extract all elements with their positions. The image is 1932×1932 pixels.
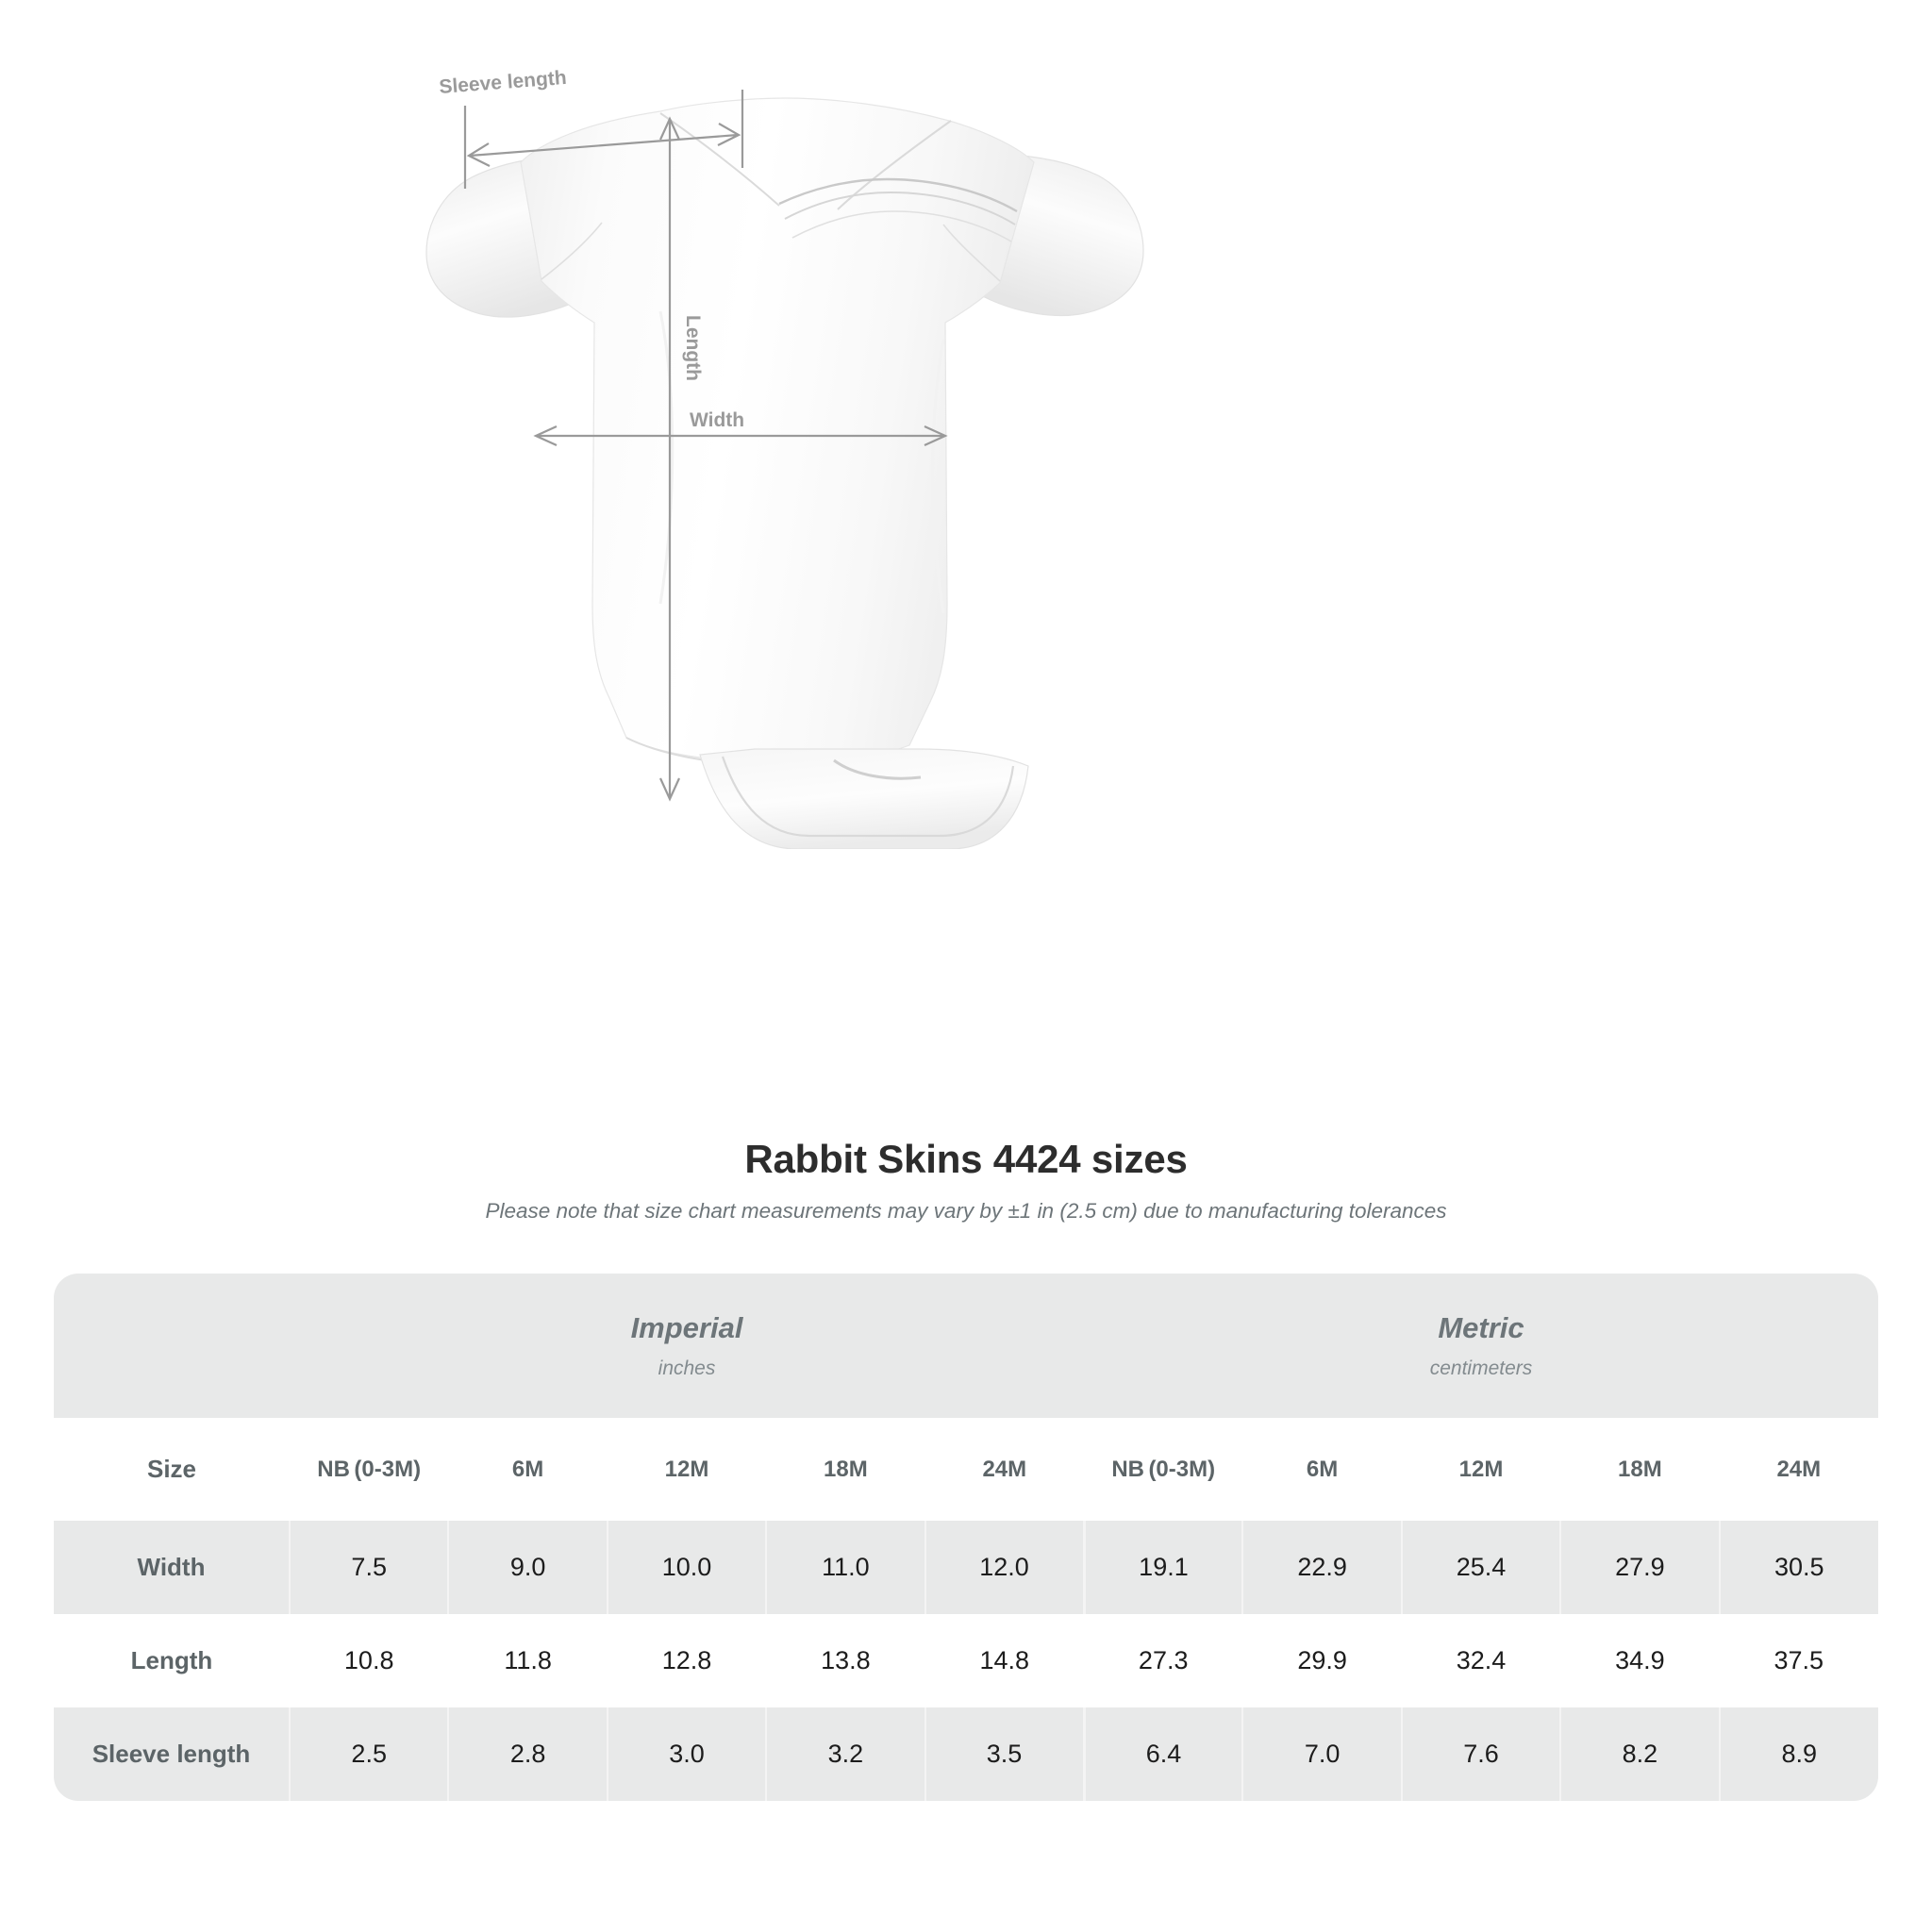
row-label-cell: Length (54, 1614, 290, 1707)
unit-group-imperial-name: Imperial (630, 1310, 743, 1344)
table-cell: 7.6 (1400, 1707, 1561, 1801)
left-raglan-seam (659, 112, 780, 207)
table-cell: 37.5 (1719, 1614, 1878, 1707)
right-raglan-seam (837, 120, 952, 210)
table-cell: 27.3 (1084, 1614, 1243, 1707)
unit-group-metric-name: Metric (1438, 1310, 1524, 1344)
row-label-cell: Width (54, 1521, 290, 1614)
column-header-cell: 12M (607, 1418, 767, 1521)
unit-group-imperial: Imperial inches (290, 1274, 1085, 1418)
snap-fold (833, 758, 922, 780)
table-cell: 11.0 (765, 1521, 925, 1614)
unit-group-metric-sub: centimeters (1429, 1357, 1533, 1380)
table-row: Length 10.8 11.8 12.8 13.8 14.8 27.3 29.… (54, 1614, 1878, 1707)
length-label: Length (682, 315, 704, 381)
table-cell: 9.0 (447, 1521, 608, 1614)
width-arrowhead-left (533, 425, 558, 447)
width-arrowhead-right (924, 425, 948, 447)
sleeve-dimension-line (469, 133, 739, 158)
unit-spacer-cell (54, 1274, 290, 1418)
title-block: Rabbit Skins 4424 sizes Please note that… (0, 1137, 1932, 1224)
snap-placket-edge (721, 756, 1015, 838)
width-label: Width (690, 409, 744, 431)
column-header-cell: 6M (448, 1418, 608, 1521)
table-cell: 8.9 (1718, 1707, 1878, 1801)
table-cell: 7.0 (1241, 1707, 1402, 1801)
table-cell: 34.9 (1560, 1614, 1720, 1707)
torso (520, 97, 1035, 761)
table-cell: 12.0 (924, 1521, 1085, 1614)
unit-group-imperial-sub: inches (658, 1357, 716, 1380)
table-cell: 6.4 (1082, 1707, 1243, 1801)
length-arrowhead-top (658, 116, 681, 141)
column-header-cell: NB (0-3M) (1084, 1418, 1243, 1521)
table-row: Sleeve length 2.5 2.8 3.0 3.2 3.5 6.4 7.… (54, 1707, 1878, 1801)
row-label-cell: Sleeve length (54, 1707, 290, 1801)
table-cell: 32.4 (1401, 1614, 1561, 1707)
garment-illustration: Sleeve length Length Width (0, 0, 1932, 849)
crotch-snap-panel (699, 748, 1029, 849)
unit-group-row: Imperial inches Metric centimeters (54, 1274, 1878, 1418)
table-cell: 19.1 (1082, 1521, 1243, 1614)
table-cell: 11.8 (448, 1614, 608, 1707)
table-cell: 3.5 (924, 1707, 1085, 1801)
tolerance-note: Please note that size chart measurements… (485, 1199, 1447, 1223)
column-header-cell: 18M (1560, 1418, 1720, 1521)
size-row-label: Size (54, 1418, 290, 1521)
column-header-cell: 6M (1242, 1418, 1402, 1521)
table-cell: 3.2 (765, 1707, 925, 1801)
sleeve-length-label: Sleeve length (439, 67, 568, 98)
table-cell: 22.9 (1241, 1521, 1402, 1614)
table-cell: 10.8 (290, 1614, 449, 1707)
neck-rib-outer (778, 177, 1018, 213)
size-chart-table-container: Imperial inches Metric centimeters Size … (54, 1274, 1878, 1801)
table-cell: 27.9 (1559, 1521, 1720, 1614)
unit-group-metric: Metric centimeters (1084, 1274, 1878, 1418)
page-title: Rabbit Skins 4424 sizes (744, 1137, 1188, 1181)
table-cell: 13.8 (766, 1614, 925, 1707)
table-cell: 2.8 (447, 1707, 608, 1801)
table-cell: 12.8 (607, 1614, 767, 1707)
neck-rib-inner (784, 191, 1016, 225)
fold-hint-right (931, 339, 945, 614)
table-cell: 2.5 (288, 1707, 449, 1801)
table-cell: 10.0 (606, 1521, 767, 1614)
table-row: Width 7.5 9.0 10.0 11.0 12.0 19.1 22.9 2… (54, 1521, 1878, 1614)
table-cell: 30.5 (1718, 1521, 1878, 1614)
table-cell: 14.8 (924, 1614, 1085, 1707)
table-cell: 25.4 (1400, 1521, 1561, 1614)
table-cell: 8.2 (1559, 1707, 1720, 1801)
sleeve-arrowhead-left (466, 142, 491, 167)
table-cell: 7.5 (288, 1521, 449, 1614)
bodysuit-shape (425, 97, 1144, 849)
length-arrowhead-bottom (658, 777, 681, 802)
column-header-cell: NB (0-3M) (290, 1418, 449, 1521)
measurement-annotations (463, 90, 948, 802)
fold-hint-left (658, 310, 675, 605)
table-cell: 29.9 (1242, 1614, 1402, 1707)
size-chart-table: Imperial inches Metric centimeters Size … (54, 1274, 1878, 1801)
column-header-cell: 18M (766, 1418, 925, 1521)
table-header-row: Size NB (0-3M) 6M 12M 18M (54, 1418, 1878, 1521)
neck-seam (791, 210, 1012, 242)
column-header-cell: 24M (1719, 1418, 1878, 1521)
sleeve-arrowhead-right (717, 123, 741, 146)
column-header-cell: 24M (924, 1418, 1085, 1521)
table-cell: 3.0 (606, 1707, 767, 1801)
right-armhole-seam (942, 224, 1001, 282)
column-header-cell: 12M (1401, 1418, 1561, 1521)
left-armhole-seam (541, 222, 603, 280)
